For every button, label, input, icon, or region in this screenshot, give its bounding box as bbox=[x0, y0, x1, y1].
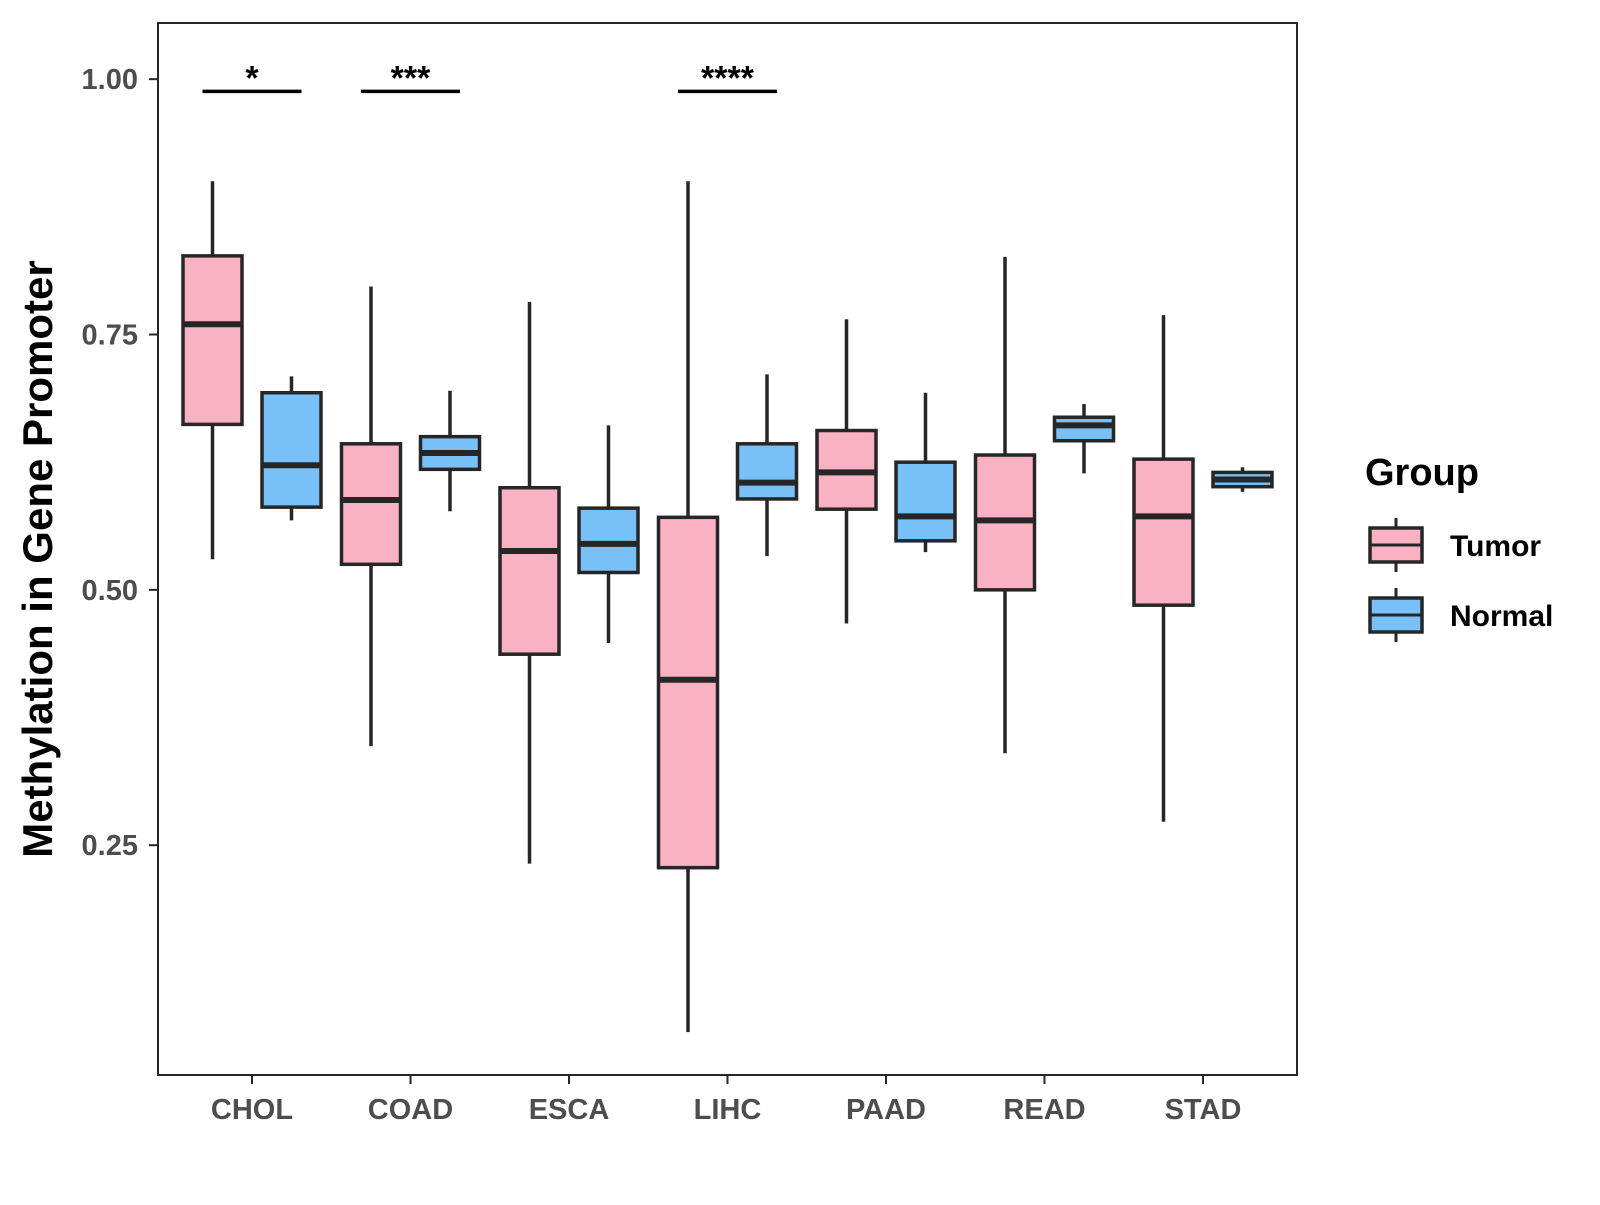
x-tick-label: LIHC bbox=[694, 1094, 762, 1126]
legend-label: Tumor bbox=[1450, 530, 1541, 563]
y-tick-label: 1.00 bbox=[82, 64, 138, 96]
x-tick-label: COAD bbox=[368, 1094, 453, 1126]
significance-label: * bbox=[245, 59, 259, 97]
plot-panel bbox=[157, 22, 1298, 1076]
legend-title: Group bbox=[1365, 452, 1479, 494]
box-tumor bbox=[498, 485, 561, 656]
x-tick-label: CHOL bbox=[211, 1094, 293, 1126]
box-tumor bbox=[181, 254, 244, 427]
y-tick-label: 0.50 bbox=[82, 575, 138, 607]
box-normal bbox=[735, 442, 799, 501]
x-tick-label: ESCA bbox=[529, 1094, 610, 1126]
box-normal bbox=[1052, 415, 1116, 443]
significance-label: **** bbox=[701, 59, 755, 97]
y-tick-label: 0.25 bbox=[82, 830, 138, 862]
y-tick-label: 0.75 bbox=[82, 320, 138, 352]
box-tumor bbox=[1132, 457, 1195, 607]
x-tick-label: PAAD bbox=[846, 1094, 926, 1126]
box-normal bbox=[894, 460, 957, 543]
y-axis-title: Methylation in Gene Promoter bbox=[14, 260, 61, 857]
significance-label: *** bbox=[391, 59, 431, 97]
box-tumor bbox=[339, 442, 403, 567]
legend-label: Normal bbox=[1450, 600, 1553, 633]
box-normal bbox=[577, 506, 640, 575]
box-tumor bbox=[656, 515, 720, 870]
box-normal bbox=[260, 390, 323, 509]
x-tick-label: READ bbox=[1003, 1094, 1085, 1126]
x-tick-label: STAD bbox=[1165, 1094, 1242, 1126]
